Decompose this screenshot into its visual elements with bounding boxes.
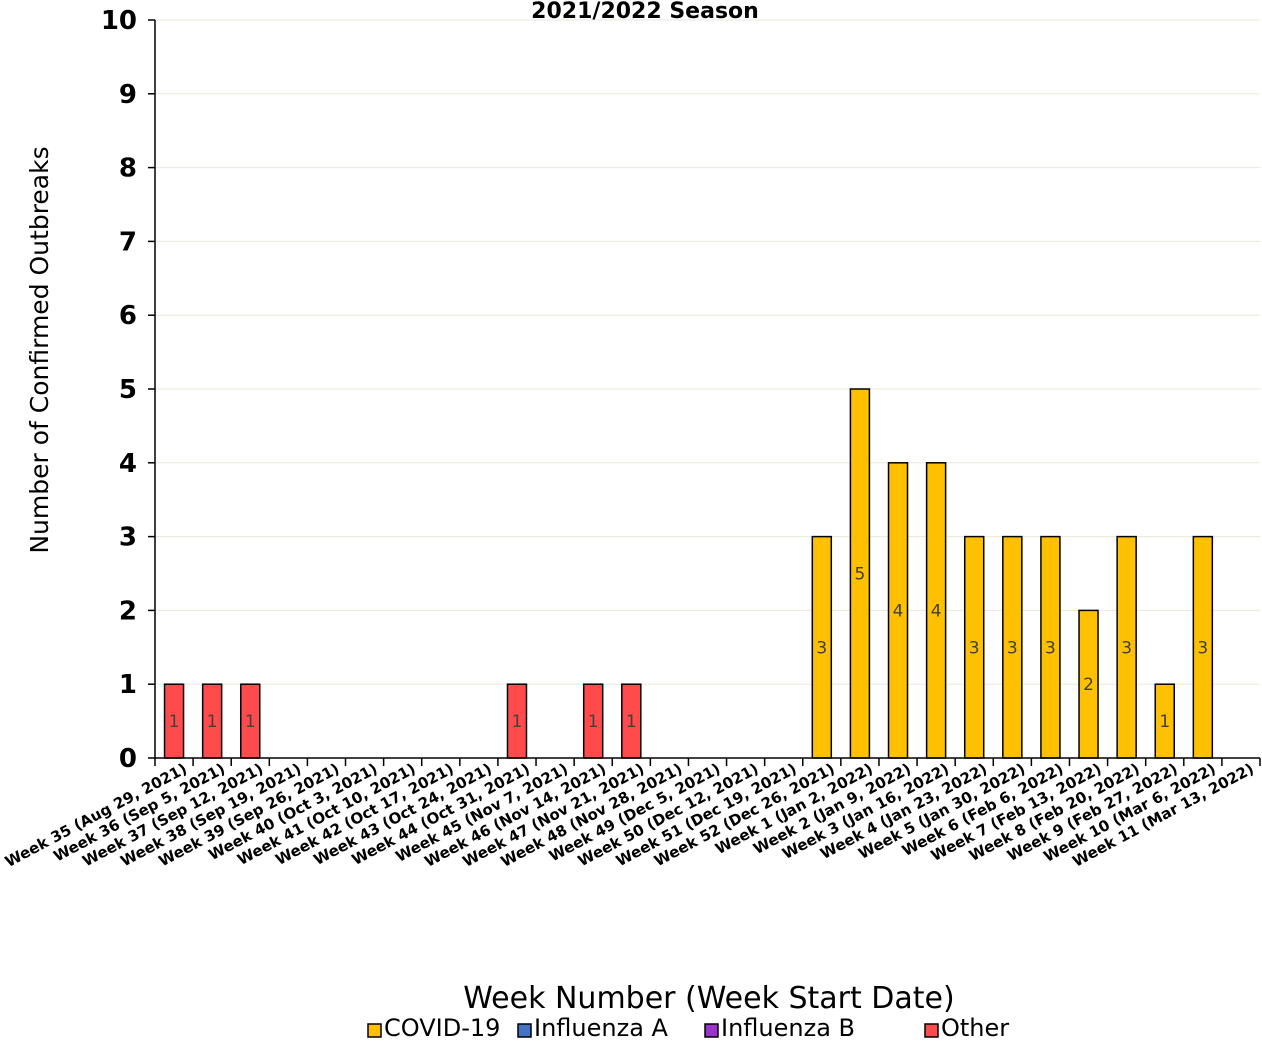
data-label: 5 (854, 565, 865, 585)
legend-label-covid-19: COVID-19 (384, 1014, 500, 1042)
y-tick-labels: 0 1 2 3 4 5 6 7 8 9 10 (101, 6, 137, 774)
y-tick-label: 10 (101, 6, 137, 36)
data-label: 3 (816, 638, 827, 658)
legend-swatch-covid-19 (367, 1023, 382, 1038)
y-tick-label: 6 (119, 301, 137, 331)
data-label: 2 (1083, 675, 1094, 695)
x-axis-label: Week Number (Week Start Date) (463, 981, 954, 1016)
legend-label-influenza-a: Influenza A (534, 1014, 669, 1042)
y-tick-label: 2 (119, 596, 137, 626)
data-label: 1 (207, 712, 218, 732)
y-axis-label: Number of Confirmed Outbreaks (25, 146, 54, 553)
data-label: 1 (1159, 712, 1170, 732)
data-label: 3 (1197, 638, 1208, 658)
data-label: 3 (1121, 638, 1132, 658)
data-label: 1 (512, 712, 523, 732)
y-tick-label: 8 (119, 154, 137, 184)
bars (163, 388, 1214, 759)
y-tick-label: 0 (119, 744, 137, 774)
legend-swatch-influenza-a (517, 1023, 532, 1038)
y-tick-label: 7 (119, 227, 137, 257)
data-label: 3 (1007, 638, 1018, 658)
gridlines (155, 19, 1260, 685)
legend-swatch-other (924, 1023, 939, 1038)
legend-label-influenza-b: Influenza B (721, 1014, 855, 1042)
y-tick-label: 4 (119, 449, 137, 479)
legend: COVID-19 Influenza A Influenza B Other (367, 1014, 1009, 1042)
y-tick-label: 9 (119, 80, 137, 110)
data-label: 1 (626, 712, 637, 732)
x-tick-labels: Week 35 (Aug 29, 2021)Week 36 (Sep 5, 20… (2, 760, 1257, 871)
data-label: 4 (931, 601, 942, 621)
data-label: 3 (1045, 638, 1056, 658)
data-label: 1 (169, 712, 180, 732)
axes (148, 19, 1261, 766)
y-tick-label: 5 (119, 375, 137, 405)
legend-label-other: Other (941, 1014, 1009, 1042)
legend-swatch-influenza-b (704, 1023, 719, 1038)
data-label: 4 (893, 601, 904, 621)
data-label: 1 (588, 712, 599, 732)
data-labels: 1 1 1 1 1 1 3 5 4 4 3 3 3 2 3 1 3 (169, 565, 1209, 733)
y-tick-label: 1 (119, 670, 137, 700)
y-tick-label: 3 (119, 523, 137, 553)
data-label: 3 (969, 638, 980, 658)
data-label: 1 (245, 712, 256, 732)
